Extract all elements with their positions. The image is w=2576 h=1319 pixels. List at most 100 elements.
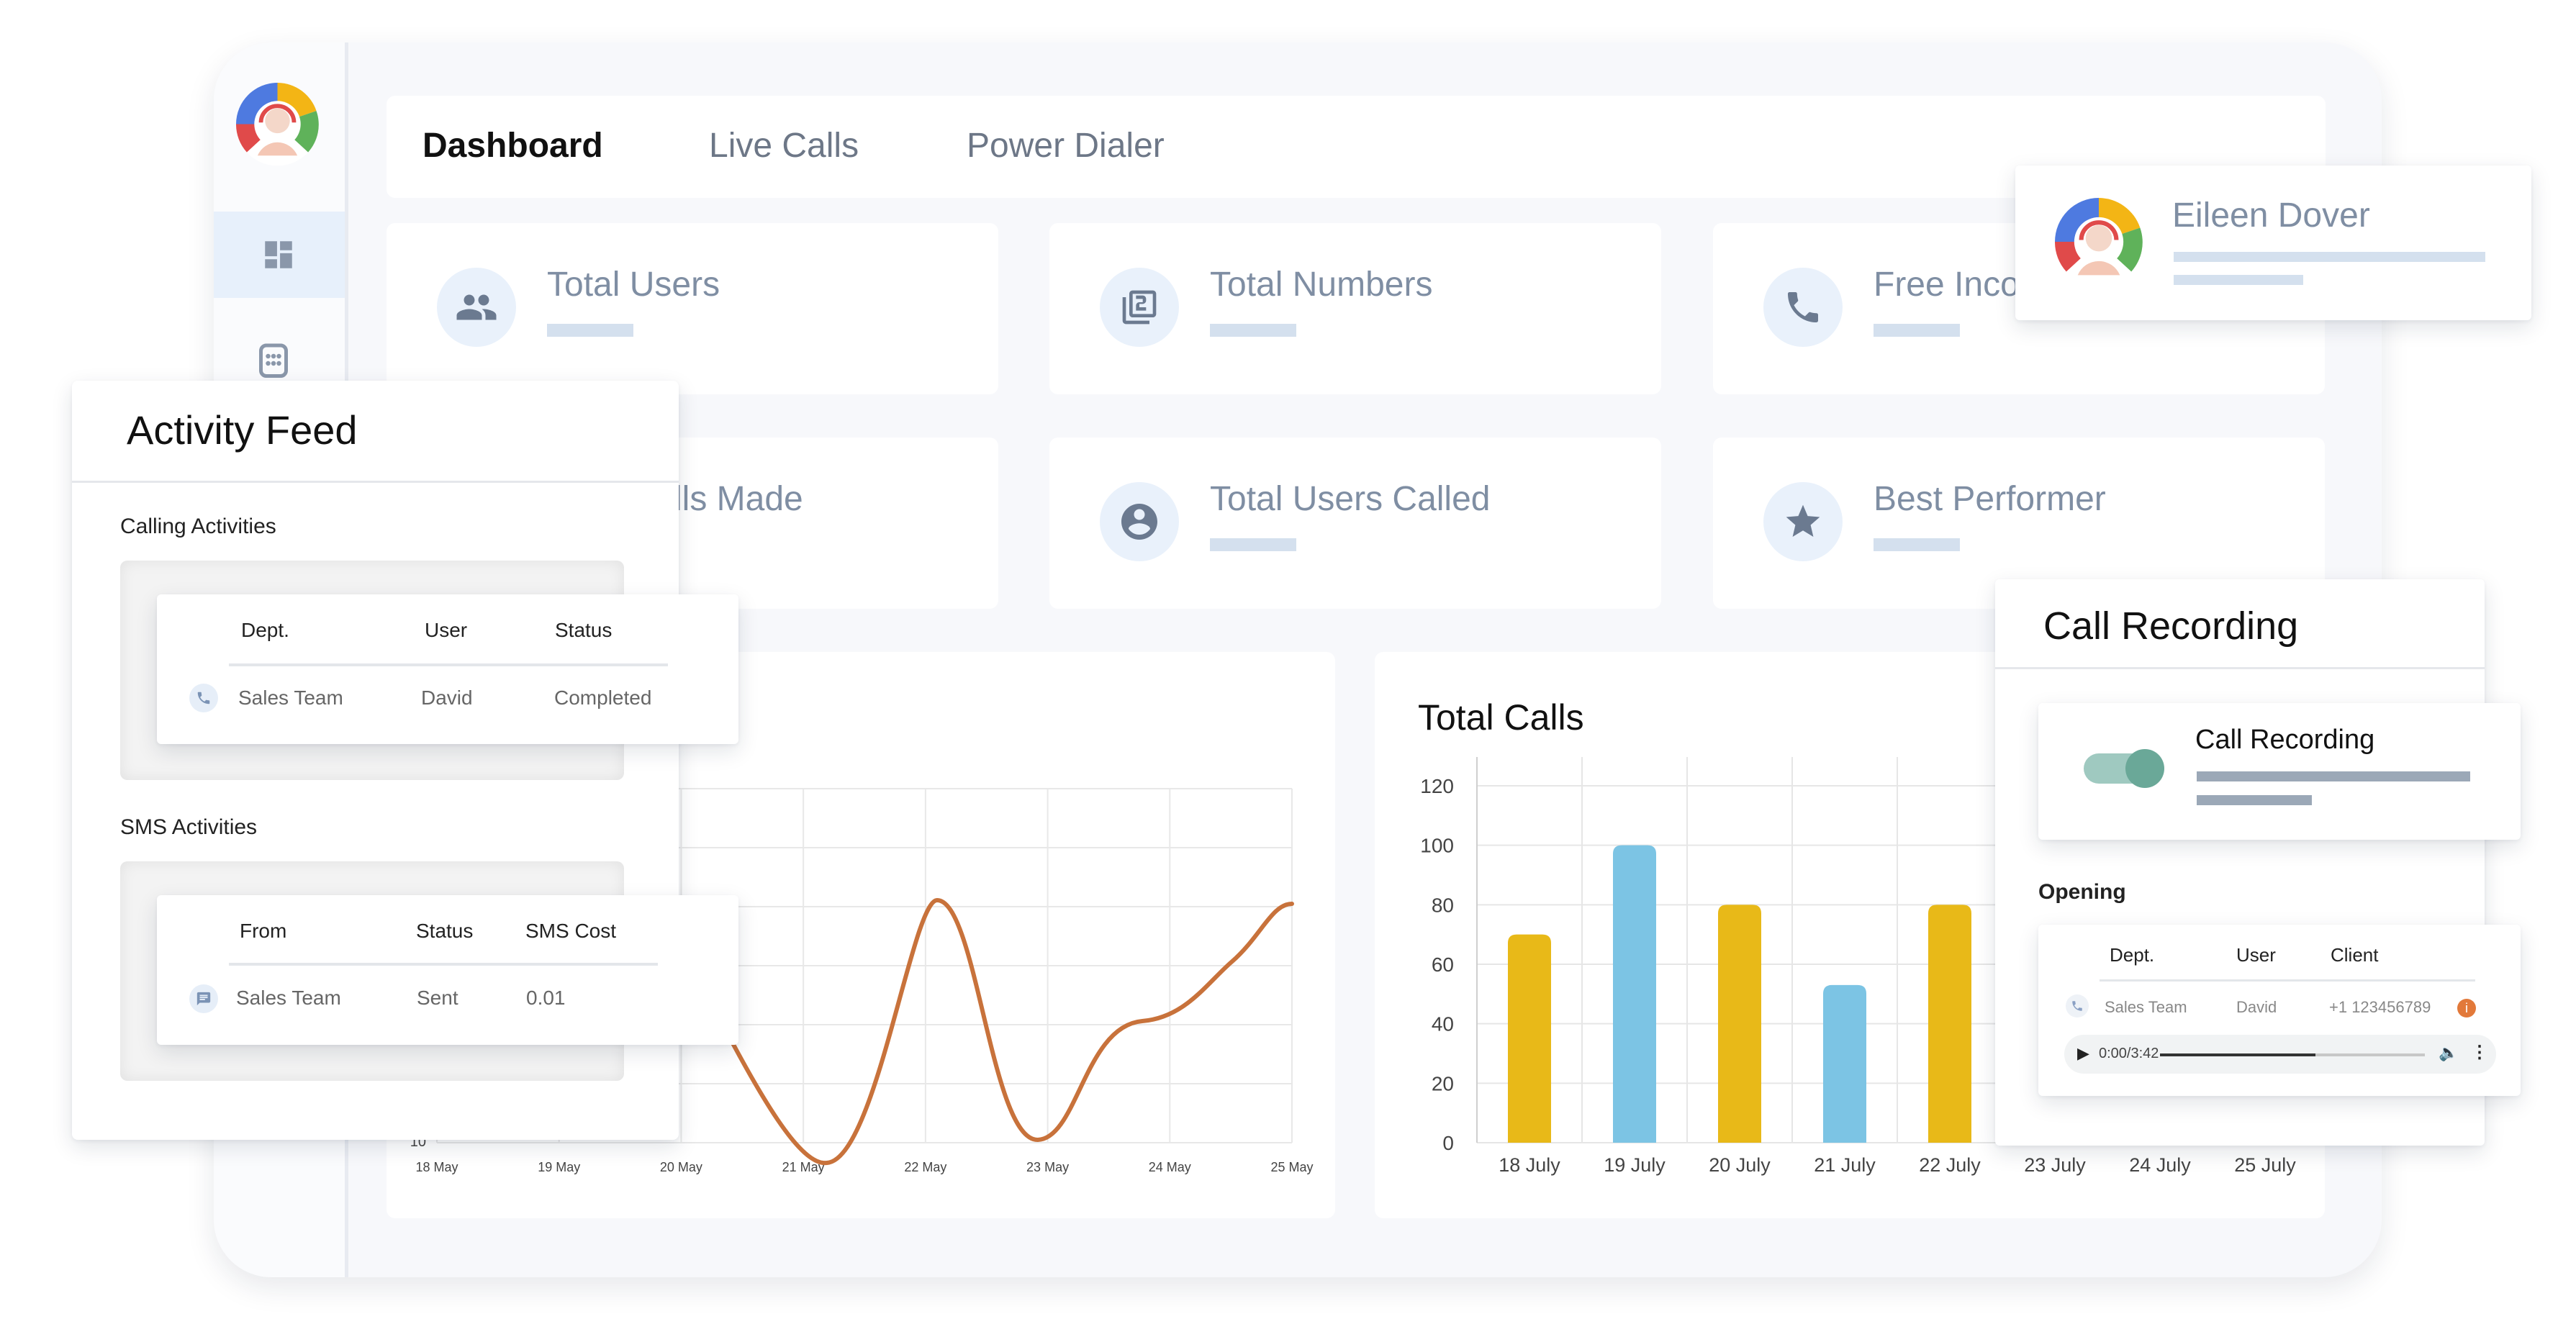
stat-placeholder-bar [1210, 324, 1296, 337]
numbers-icon [1100, 268, 1179, 347]
x-tick-label: 20 July [1709, 1154, 1771, 1176]
app-logo [235, 83, 319, 166]
x-tick-label: 18 July [1499, 1154, 1560, 1176]
placeholder-bar [2197, 771, 2470, 781]
table-divider [229, 663, 668, 666]
cell-client: +1 123456789 [2329, 998, 2431, 1016]
x-tick-label: 20 May [660, 1160, 702, 1174]
tab-live-calls[interactable]: Live Calls [709, 127, 859, 165]
cell-from: Sales Team [236, 987, 341, 1009]
col-header-status: Status [416, 920, 474, 942]
stat-card-total-users-called[interactable]: Total Users Called [1049, 438, 1661, 609]
divider [72, 481, 679, 483]
cell-status: Sent [417, 987, 458, 1009]
bar [1508, 934, 1551, 1143]
phone-icon [2066, 994, 2089, 1017]
cell-sms-cost: 0.01 [526, 987, 566, 1009]
x-tick-label: 23 May [1026, 1160, 1069, 1174]
y-tick-label: 80 [1432, 894, 1454, 916]
tab-dashboard[interactable]: Dashboard [422, 127, 603, 165]
stat-label: lls Made [674, 480, 803, 518]
stat-label: Total Numbers [1210, 266, 1433, 304]
stat-card-total-users[interactable]: Total Users [387, 223, 998, 394]
sidebar-item-dashboard[interactable] [214, 212, 345, 298]
col-header-user: User [425, 619, 468, 641]
y-tick-label: 40 [1432, 1013, 1454, 1035]
play-icon[interactable]: ▶ [2077, 1044, 2089, 1062]
dashboard-icon [265, 241, 292, 268]
x-tick-label: 22 May [904, 1160, 946, 1174]
profile-name: Eileen Dover [2172, 196, 2370, 235]
x-tick-label: 21 July [1814, 1154, 1876, 1176]
calling-activities-table: Dept. User Status Sales Team David Compl… [157, 594, 738, 744]
star-icon [1763, 482, 1843, 561]
info-icon[interactable]: i [2457, 999, 2476, 1017]
profile-placeholder-bar [2174, 275, 2303, 285]
x-tick-label: 19 July [1604, 1154, 1666, 1176]
table-divider [2100, 979, 2475, 982]
activity-feed-title: Activity Feed [127, 407, 358, 453]
y-tick-label: 100 [1420, 835, 1454, 857]
volume-icon[interactable]: 🔈 [2439, 1043, 2459, 1061]
stat-label: Total Users Called [1210, 480, 1491, 518]
col-header-client: Client [2331, 944, 2379, 966]
sms-activities-heading: SMS Activities [120, 815, 258, 839]
cell-dept: Sales Team [2105, 998, 2187, 1016]
message-icon [189, 984, 218, 1013]
x-tick-label: 18 May [415, 1160, 458, 1174]
bar [1613, 845, 1656, 1143]
stat-label: Total Users [547, 266, 720, 304]
call-recording-toggle-card: Call Recording [2038, 703, 2521, 840]
cell-dept: Sales Team [238, 686, 343, 709]
stat-placeholder-bar [1874, 538, 1960, 551]
sms-activities-table: From Status SMS Cost Sales Team Sent 0.0… [157, 895, 738, 1045]
toggle-knob [2125, 749, 2164, 788]
col-header-status: Status [555, 619, 613, 641]
col-header-user: User [2236, 944, 2276, 966]
stat-placeholder-bar [547, 324, 633, 337]
user-circle-icon [1100, 482, 1179, 561]
tab-bar: Dashboard Live Calls Power Dialer [387, 96, 2326, 198]
stat-label: Free Inco [1874, 266, 2020, 304]
cell-status: Completed [554, 686, 652, 709]
cell-user: David [421, 686, 473, 709]
users-icon [437, 268, 516, 347]
y-tick-label: 60 [1432, 953, 1454, 976]
tab-power-dialer[interactable]: Power Dialer [967, 127, 1165, 165]
y-tick-label: 20 [1432, 1072, 1454, 1094]
col-header-dept: Dept. [2110, 944, 2155, 966]
avatar [2054, 198, 2143, 286]
audio-player: ▶ 0:00/3:42 🔈 ⋮ [2064, 1035, 2496, 1074]
col-header-from: From [240, 920, 287, 942]
profile-card[interactable]: Eileen Dover [2015, 166, 2531, 320]
stat-placeholder-bar [1874, 324, 1960, 337]
stat-label: Best Performer [1874, 480, 2106, 518]
recordings-table: Dept. User Client Sales Team David +1 12… [2038, 925, 2521, 1096]
col-header-sms-cost: SMS Cost [525, 920, 617, 942]
phone-desk-icon[interactable] [252, 338, 302, 381]
x-tick-label: 21 May [782, 1160, 825, 1174]
cell-user: David [2236, 998, 2277, 1016]
y-tick-label: 0 [1442, 1132, 1454, 1154]
call-recording-toggle[interactable] [2084, 749, 2164, 788]
seek-bar[interactable] [2160, 1053, 2425, 1056]
x-tick-label: 19 May [538, 1160, 580, 1174]
x-tick-label: 23 July [2024, 1154, 2086, 1176]
x-tick-label: 25 May [1270, 1160, 1313, 1174]
bar-chart-title: Total Calls [1418, 697, 1584, 738]
y-tick-label: 120 [1420, 775, 1454, 797]
divider [1995, 667, 2485, 669]
placeholder-bar [2197, 795, 2312, 805]
table-divider [229, 963, 658, 966]
stat-card-total-numbers[interactable]: Total Numbers [1049, 223, 1661, 394]
bar [1718, 905, 1761, 1143]
seek-bar-progress [2160, 1053, 2315, 1056]
calling-activities-heading: Calling Activities [120, 515, 276, 538]
phone-icon [189, 684, 218, 712]
profile-placeholder-bar [2174, 252, 2485, 262]
more-options-icon[interactable]: ⋮ [2471, 1043, 2488, 1062]
col-header-dept: Dept. [241, 619, 289, 641]
call-recording-title: Call Recording [2043, 604, 2299, 648]
bar [1823, 984, 1866, 1143]
series-line [708, 897, 1294, 1166]
